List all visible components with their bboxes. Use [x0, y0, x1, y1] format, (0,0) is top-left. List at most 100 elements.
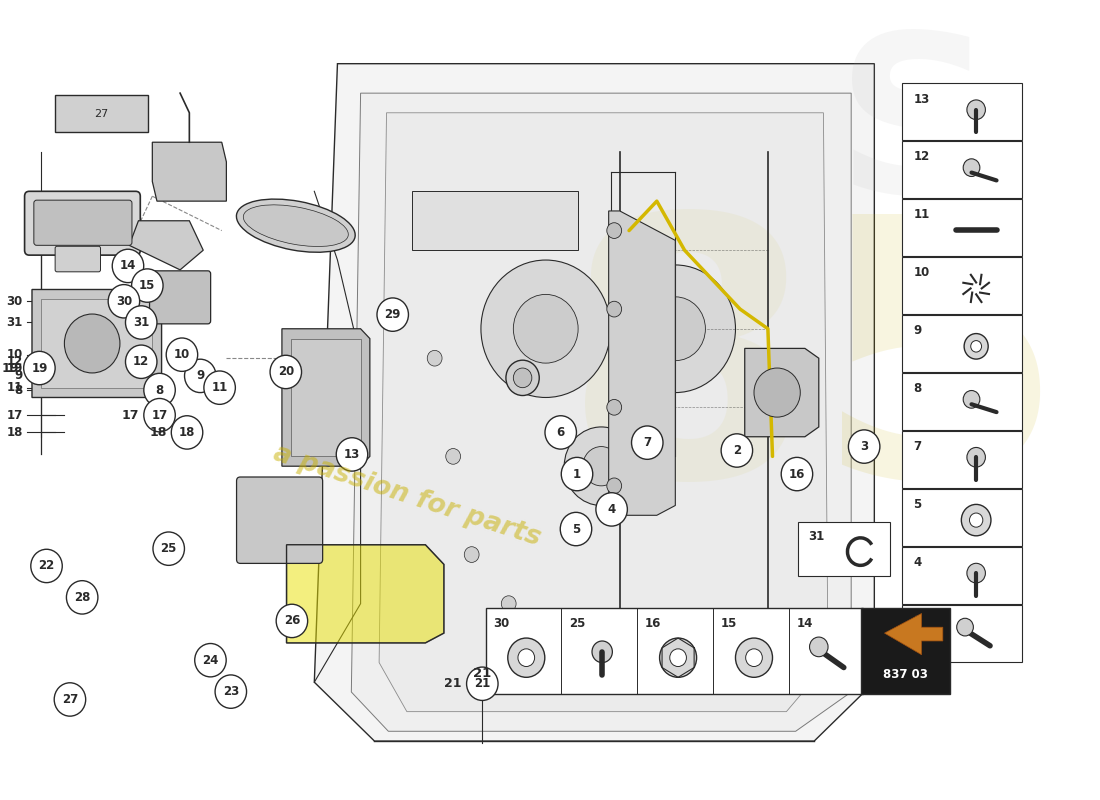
Circle shape	[502, 596, 516, 611]
Circle shape	[481, 260, 610, 398]
Text: 19: 19	[2, 362, 19, 374]
FancyBboxPatch shape	[24, 191, 141, 255]
Circle shape	[204, 371, 235, 404]
Text: 13: 13	[344, 448, 360, 461]
Circle shape	[125, 306, 157, 339]
FancyBboxPatch shape	[902, 257, 1022, 314]
Text: 7: 7	[644, 436, 651, 449]
Text: 8: 8	[14, 383, 23, 397]
FancyBboxPatch shape	[485, 607, 864, 694]
Text: 11: 11	[913, 208, 930, 222]
FancyBboxPatch shape	[798, 522, 890, 576]
Text: 9: 9	[14, 370, 23, 382]
Circle shape	[560, 512, 592, 546]
FancyBboxPatch shape	[902, 199, 1022, 256]
Text: 1: 1	[573, 467, 581, 481]
Circle shape	[514, 294, 579, 363]
Text: 19: 19	[7, 362, 23, 374]
Text: 12: 12	[913, 150, 930, 163]
Text: S: S	[836, 26, 996, 239]
Circle shape	[848, 430, 880, 463]
FancyBboxPatch shape	[411, 191, 579, 250]
Circle shape	[172, 416, 202, 449]
Circle shape	[24, 351, 55, 385]
Text: 25: 25	[569, 617, 585, 630]
Circle shape	[276, 604, 308, 638]
Circle shape	[132, 269, 163, 302]
Text: 14: 14	[796, 617, 813, 630]
Text: 30: 30	[116, 294, 132, 308]
Circle shape	[108, 285, 140, 318]
Circle shape	[575, 615, 591, 631]
Text: 10: 10	[913, 266, 930, 279]
Circle shape	[964, 159, 980, 177]
Circle shape	[506, 360, 539, 395]
Text: 8: 8	[913, 382, 922, 395]
Text: 2: 2	[733, 444, 741, 457]
Text: 19: 19	[31, 362, 47, 374]
Circle shape	[967, 100, 986, 119]
Text: 20: 20	[277, 366, 294, 378]
FancyBboxPatch shape	[902, 431, 1022, 488]
FancyBboxPatch shape	[861, 607, 950, 694]
FancyBboxPatch shape	[902, 605, 1022, 662]
Circle shape	[631, 426, 663, 459]
Circle shape	[112, 250, 144, 282]
FancyBboxPatch shape	[902, 315, 1022, 372]
Circle shape	[964, 334, 988, 359]
Circle shape	[961, 504, 991, 536]
Text: 21: 21	[474, 678, 491, 690]
Circle shape	[970, 341, 981, 352]
Circle shape	[969, 513, 982, 527]
Circle shape	[670, 649, 686, 666]
Circle shape	[810, 637, 828, 657]
Text: 4: 4	[913, 556, 922, 569]
Circle shape	[592, 641, 613, 662]
Circle shape	[607, 302, 621, 317]
Text: 11: 11	[211, 381, 228, 394]
Circle shape	[185, 359, 216, 393]
Polygon shape	[351, 93, 851, 731]
Text: 10: 10	[7, 348, 23, 361]
Text: 5: 5	[572, 522, 580, 535]
Text: 4: 4	[607, 503, 616, 516]
Text: 3: 3	[860, 440, 868, 453]
Circle shape	[746, 649, 762, 666]
Text: 24: 24	[202, 654, 219, 666]
Circle shape	[544, 416, 576, 449]
Text: 15: 15	[139, 279, 155, 292]
Circle shape	[596, 493, 627, 526]
FancyBboxPatch shape	[55, 246, 100, 272]
Circle shape	[271, 355, 301, 389]
Circle shape	[66, 581, 98, 614]
FancyBboxPatch shape	[34, 200, 132, 246]
Polygon shape	[745, 348, 818, 437]
Text: 21: 21	[473, 667, 492, 681]
FancyBboxPatch shape	[292, 338, 361, 456]
Text: 30: 30	[493, 617, 509, 630]
Text: 16: 16	[789, 467, 805, 481]
Circle shape	[195, 643, 227, 677]
Circle shape	[446, 449, 461, 464]
Polygon shape	[286, 545, 444, 643]
Circle shape	[646, 297, 705, 361]
Circle shape	[967, 563, 986, 583]
Text: 7: 7	[913, 440, 922, 453]
Circle shape	[377, 298, 408, 331]
Circle shape	[31, 550, 63, 582]
Text: 3: 3	[913, 614, 922, 627]
Text: 30: 30	[7, 294, 23, 308]
Circle shape	[957, 618, 974, 636]
FancyBboxPatch shape	[150, 271, 210, 324]
Circle shape	[337, 438, 367, 471]
Text: 17: 17	[152, 409, 167, 422]
Circle shape	[660, 638, 696, 678]
Circle shape	[607, 399, 621, 415]
Text: 17: 17	[122, 409, 140, 422]
Text: 18: 18	[179, 426, 195, 439]
Text: 16: 16	[645, 617, 661, 630]
Text: 31: 31	[808, 530, 825, 543]
Circle shape	[427, 350, 442, 366]
Text: 18: 18	[7, 426, 23, 439]
Polygon shape	[884, 614, 943, 654]
